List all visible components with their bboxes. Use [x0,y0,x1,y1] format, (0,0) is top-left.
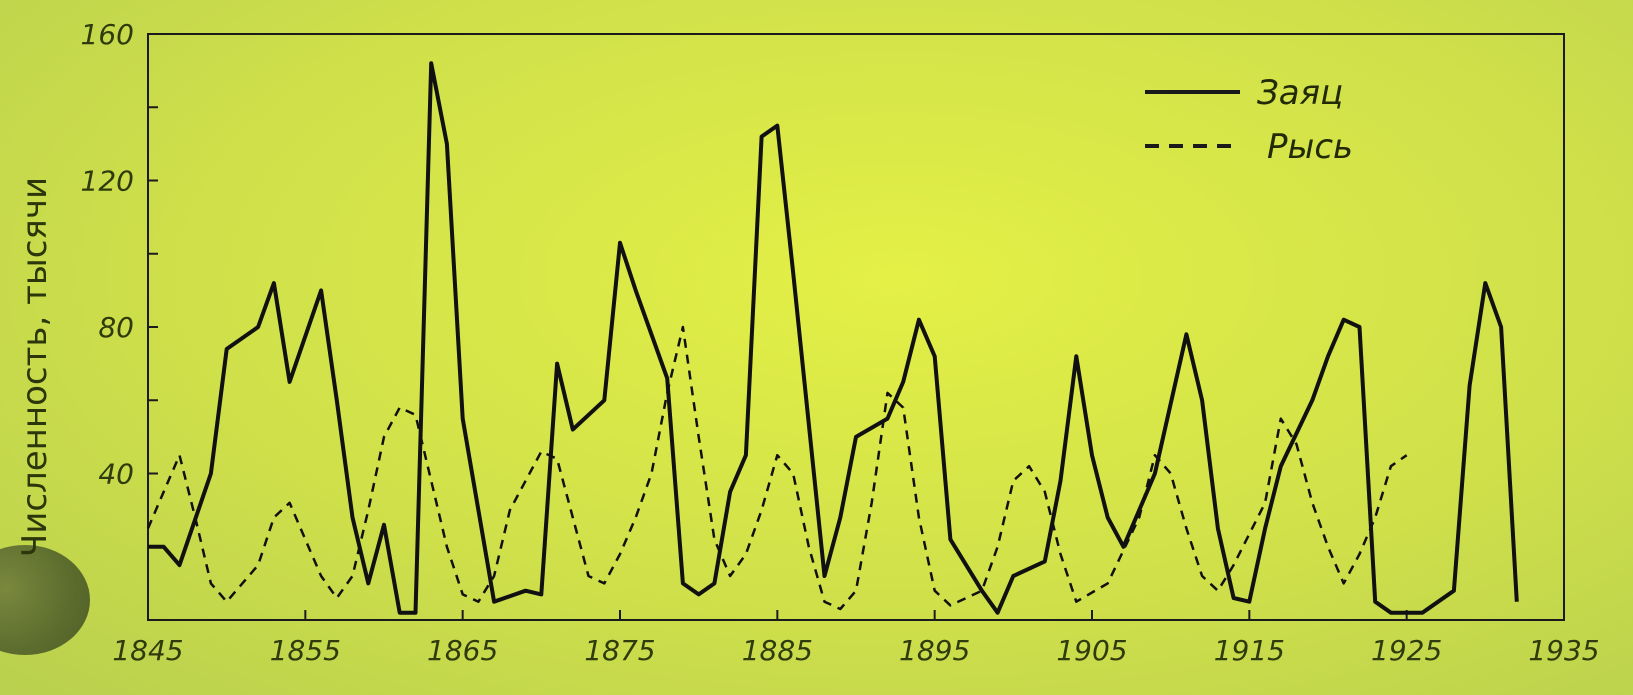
legend-label-hare: Заяц [1257,73,1343,113]
x-tick-label: 1865 [427,634,498,667]
x-tick-label: 1875 [584,634,655,667]
y-tick-label: 80 [98,311,134,344]
y-axis-label: Численность, тысячи [15,177,55,557]
plot-frame [147,33,1565,621]
x-tick-label: 1845 [112,634,183,667]
x-tick-label: 1895 [899,634,970,667]
series-line-hare [148,61,1519,615]
series-line-lynx [146,325,1408,611]
x-tick-label: 1885 [742,634,813,667]
y-tick-label: 160 [81,18,134,51]
x-tick-label: 1925 [1371,634,1442,667]
x-tick-label: 1905 [1056,634,1127,667]
x-tick-label: 1915 [1214,634,1285,667]
x-tick-label: 1935 [1528,634,1599,667]
legend-label-lynx: Рысь [1267,127,1353,167]
x-tick-label: 1855 [270,634,341,667]
y-tick-label: 40 [98,458,134,491]
y-tick-label: 120 [81,165,134,198]
legend: Заяц Рысь [1145,73,1353,167]
